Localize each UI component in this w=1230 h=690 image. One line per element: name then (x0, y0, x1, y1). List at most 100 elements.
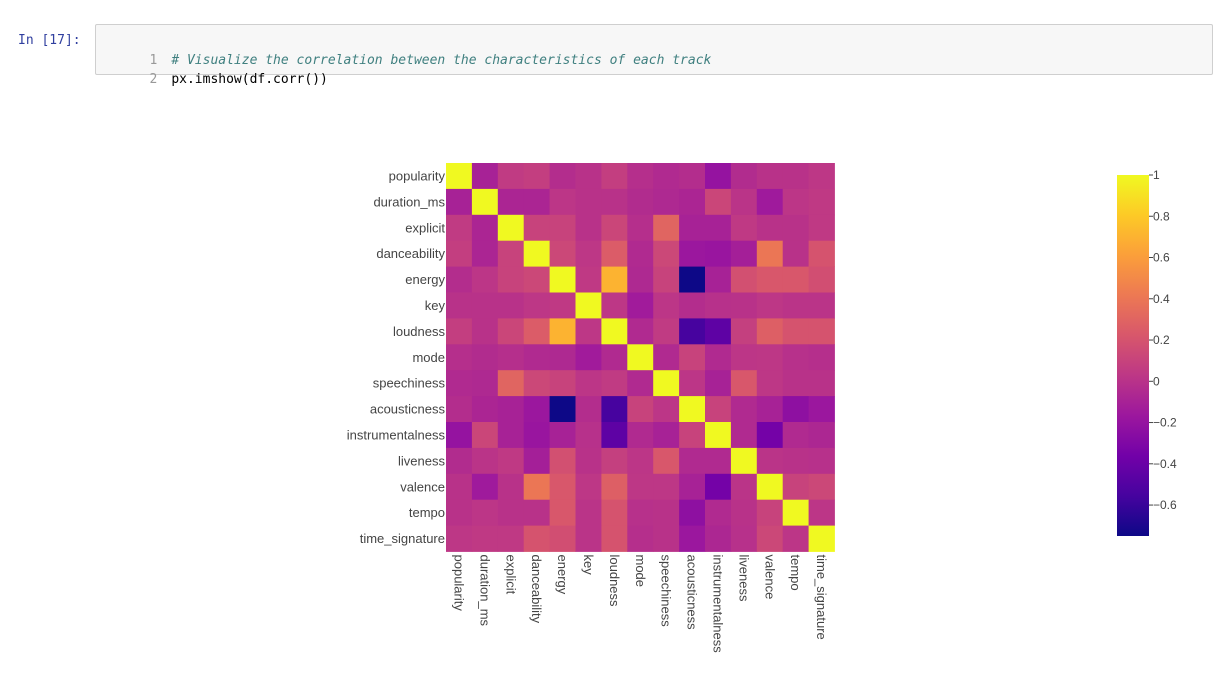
heatmap-cell-key-explicit[interactable] (497, 292, 525, 319)
heatmap-cell-duration_ms-popularity[interactable] (446, 188, 473, 216)
heatmap-cell-mode-valence[interactable] (756, 344, 784, 371)
heatmap-cell-duration_ms-valence[interactable] (756, 188, 784, 216)
heatmap-cell-danceability-energy[interactable] (549, 240, 576, 267)
heatmap-cell-instrumentalness-danceability[interactable] (523, 422, 550, 449)
heatmap-cell-loudness-tempo[interactable] (782, 318, 809, 345)
heatmap-cell-speechiness-instrumentalness[interactable] (705, 370, 732, 397)
heatmap-cell-instrumentalness-valence[interactable] (756, 422, 784, 449)
heatmap-cell-instrumentalness-energy[interactable] (549, 422, 576, 449)
heatmap-cell-time_signature-valence[interactable] (756, 525, 784, 552)
heatmap-cell-instrumentalness-liveness[interactable] (730, 422, 758, 449)
heatmap-cell-energy-tempo[interactable] (782, 266, 809, 293)
heatmap-cell-time_signature-time_signature[interactable] (808, 525, 835, 552)
heatmap-cell-popularity-duration_ms[interactable] (471, 163, 499, 190)
heatmap-cell-loudness-danceability[interactable] (523, 318, 550, 345)
heatmap-cell-energy-liveness[interactable] (730, 266, 758, 293)
heatmap-cell-duration_ms-energy[interactable] (549, 188, 576, 216)
heatmap-cell-explicit-loudness[interactable] (601, 214, 628, 242)
heatmap-cell-tempo-liveness[interactable] (730, 499, 758, 526)
heatmap-cell-explicit-danceability[interactable] (523, 214, 550, 242)
heatmap-cell-acousticness-tempo[interactable] (782, 396, 809, 423)
heatmap-cell-duration_ms-acousticness[interactable] (679, 188, 706, 216)
heatmap-cell-acousticness-energy[interactable] (549, 396, 576, 423)
heatmap-cell-speechiness-popularity[interactable] (446, 370, 473, 397)
heatmap-cell-time_signature-energy[interactable] (549, 525, 576, 552)
heatmap-cell-time_signature-loudness[interactable] (601, 525, 628, 552)
heatmap-cell-speechiness-danceability[interactable] (523, 370, 550, 397)
heatmap-cell-valence-explicit[interactable] (497, 473, 525, 501)
heatmap-cell-mode-mode[interactable] (627, 344, 654, 371)
heatmap-cell-key-key[interactable] (575, 292, 602, 319)
code-line-1[interactable]: 1 # Visualize the correlation between the… (96, 31, 711, 68)
heatmap-cell-explicit-popularity[interactable] (446, 214, 473, 242)
heatmap-cell-mode-popularity[interactable] (446, 344, 473, 371)
heatmap-cell-danceability-mode[interactable] (627, 240, 654, 267)
heatmap-cell-tempo-speechiness[interactable] (653, 499, 680, 526)
heatmap-cell-explicit-mode[interactable] (627, 214, 654, 242)
heatmap-cell-duration_ms-liveness[interactable] (730, 188, 758, 216)
heatmap-cell-danceability-explicit[interactable] (497, 240, 525, 267)
heatmap-cell-liveness-speechiness[interactable] (653, 447, 680, 475)
heatmap-cell-energy-energy[interactable] (549, 266, 576, 293)
heatmap-cell-time_signature-mode[interactable] (627, 525, 654, 552)
heatmap-cell-liveness-energy[interactable] (549, 447, 576, 475)
heatmap-cell-key-liveness[interactable] (730, 292, 758, 319)
heatmap-cell-mode-tempo[interactable] (782, 344, 809, 371)
heatmap-cell-liveness-tempo[interactable] (782, 447, 809, 475)
heatmap-cell-explicit-time_signature[interactable] (808, 214, 835, 242)
heatmap-cell-valence-duration_ms[interactable] (471, 473, 499, 501)
heatmap-cell-mode-time_signature[interactable] (808, 344, 835, 371)
heatmap-cell-valence-valence[interactable] (756, 473, 784, 501)
heatmap-cell-tempo-popularity[interactable] (446, 499, 473, 526)
heatmap-cell-speechiness-time_signature[interactable] (808, 370, 835, 397)
heatmap-cell-mode-energy[interactable] (549, 344, 576, 371)
heatmap-cell-instrumentalness-explicit[interactable] (497, 422, 525, 449)
heatmap-cell-instrumentalness-duration_ms[interactable] (471, 422, 499, 449)
heatmap-cell-acousticness-acousticness[interactable] (679, 396, 706, 423)
heatmap-cell-liveness-duration_ms[interactable] (471, 447, 499, 475)
heatmap-cell-instrumentalness-instrumentalness[interactable] (705, 422, 732, 449)
heatmap-cell-popularity-popularity[interactable] (446, 163, 473, 190)
heatmap-cell-instrumentalness-key[interactable] (575, 422, 602, 449)
heatmap-cell-explicit-valence[interactable] (756, 214, 784, 242)
heatmap-cell-popularity-explicit[interactable] (497, 163, 525, 190)
heatmap-cell-mode-explicit[interactable] (497, 344, 525, 371)
heatmap-cell-speechiness-explicit[interactable] (497, 370, 525, 397)
heatmap-cell-loudness-loudness[interactable] (601, 318, 628, 345)
heatmap-cell-acousticness-liveness[interactable] (730, 396, 758, 423)
heatmap-cell-speechiness-mode[interactable] (627, 370, 654, 397)
heatmap-cell-loudness-speechiness[interactable] (653, 318, 680, 345)
heatmap-cell-energy-time_signature[interactable] (808, 266, 835, 293)
heatmap-cell-danceability-duration_ms[interactable] (471, 240, 499, 267)
heatmap-cell-danceability-liveness[interactable] (730, 240, 758, 267)
heatmap-cell-valence-speechiness[interactable] (653, 473, 680, 501)
heatmap-cell-explicit-liveness[interactable] (730, 214, 758, 242)
heatmap-cell-key-popularity[interactable] (446, 292, 473, 319)
heatmap-cell-popularity-time_signature[interactable] (808, 163, 835, 190)
heatmap-cell-instrumentalness-mode[interactable] (627, 422, 654, 449)
heatmap-cell-danceability-instrumentalness[interactable] (705, 240, 732, 267)
heatmap-cell-instrumentalness-speechiness[interactable] (653, 422, 680, 449)
heatmap-cell-valence-mode[interactable] (627, 473, 654, 501)
heatmap-cell-loudness-explicit[interactable] (497, 318, 525, 345)
heatmap-cell-speechiness-valence[interactable] (756, 370, 784, 397)
heatmap-cell-danceability-key[interactable] (575, 240, 602, 267)
heatmap-cell-key-loudness[interactable] (601, 292, 628, 319)
heatmap-cell-tempo-mode[interactable] (627, 499, 654, 526)
heatmap-cell-duration_ms-explicit[interactable] (497, 188, 525, 216)
heatmap-cell-time_signature-liveness[interactable] (730, 525, 758, 552)
heatmap-cell-popularity-valence[interactable] (756, 163, 784, 190)
heatmap-cell-loudness-popularity[interactable] (446, 318, 473, 345)
heatmap-cell-speechiness-duration_ms[interactable] (471, 370, 499, 397)
heatmap-cell-mode-danceability[interactable] (523, 344, 550, 371)
heatmap-cell-key-duration_ms[interactable] (471, 292, 499, 319)
heatmap-cell-energy-acousticness[interactable] (679, 266, 706, 293)
heatmap-cell-acousticness-time_signature[interactable] (808, 396, 835, 423)
heatmap-cell-speechiness-tempo[interactable] (782, 370, 809, 397)
heatmap-cell-instrumentalness-loudness[interactable] (601, 422, 628, 449)
heatmap-cell-time_signature-popularity[interactable] (446, 525, 473, 552)
heatmap-cell-popularity-tempo[interactable] (782, 163, 809, 190)
heatmap-cell-time_signature-duration_ms[interactable] (471, 525, 499, 552)
heatmap-cell-key-speechiness[interactable] (653, 292, 680, 319)
heatmap-cell-key-valence[interactable] (756, 292, 784, 319)
